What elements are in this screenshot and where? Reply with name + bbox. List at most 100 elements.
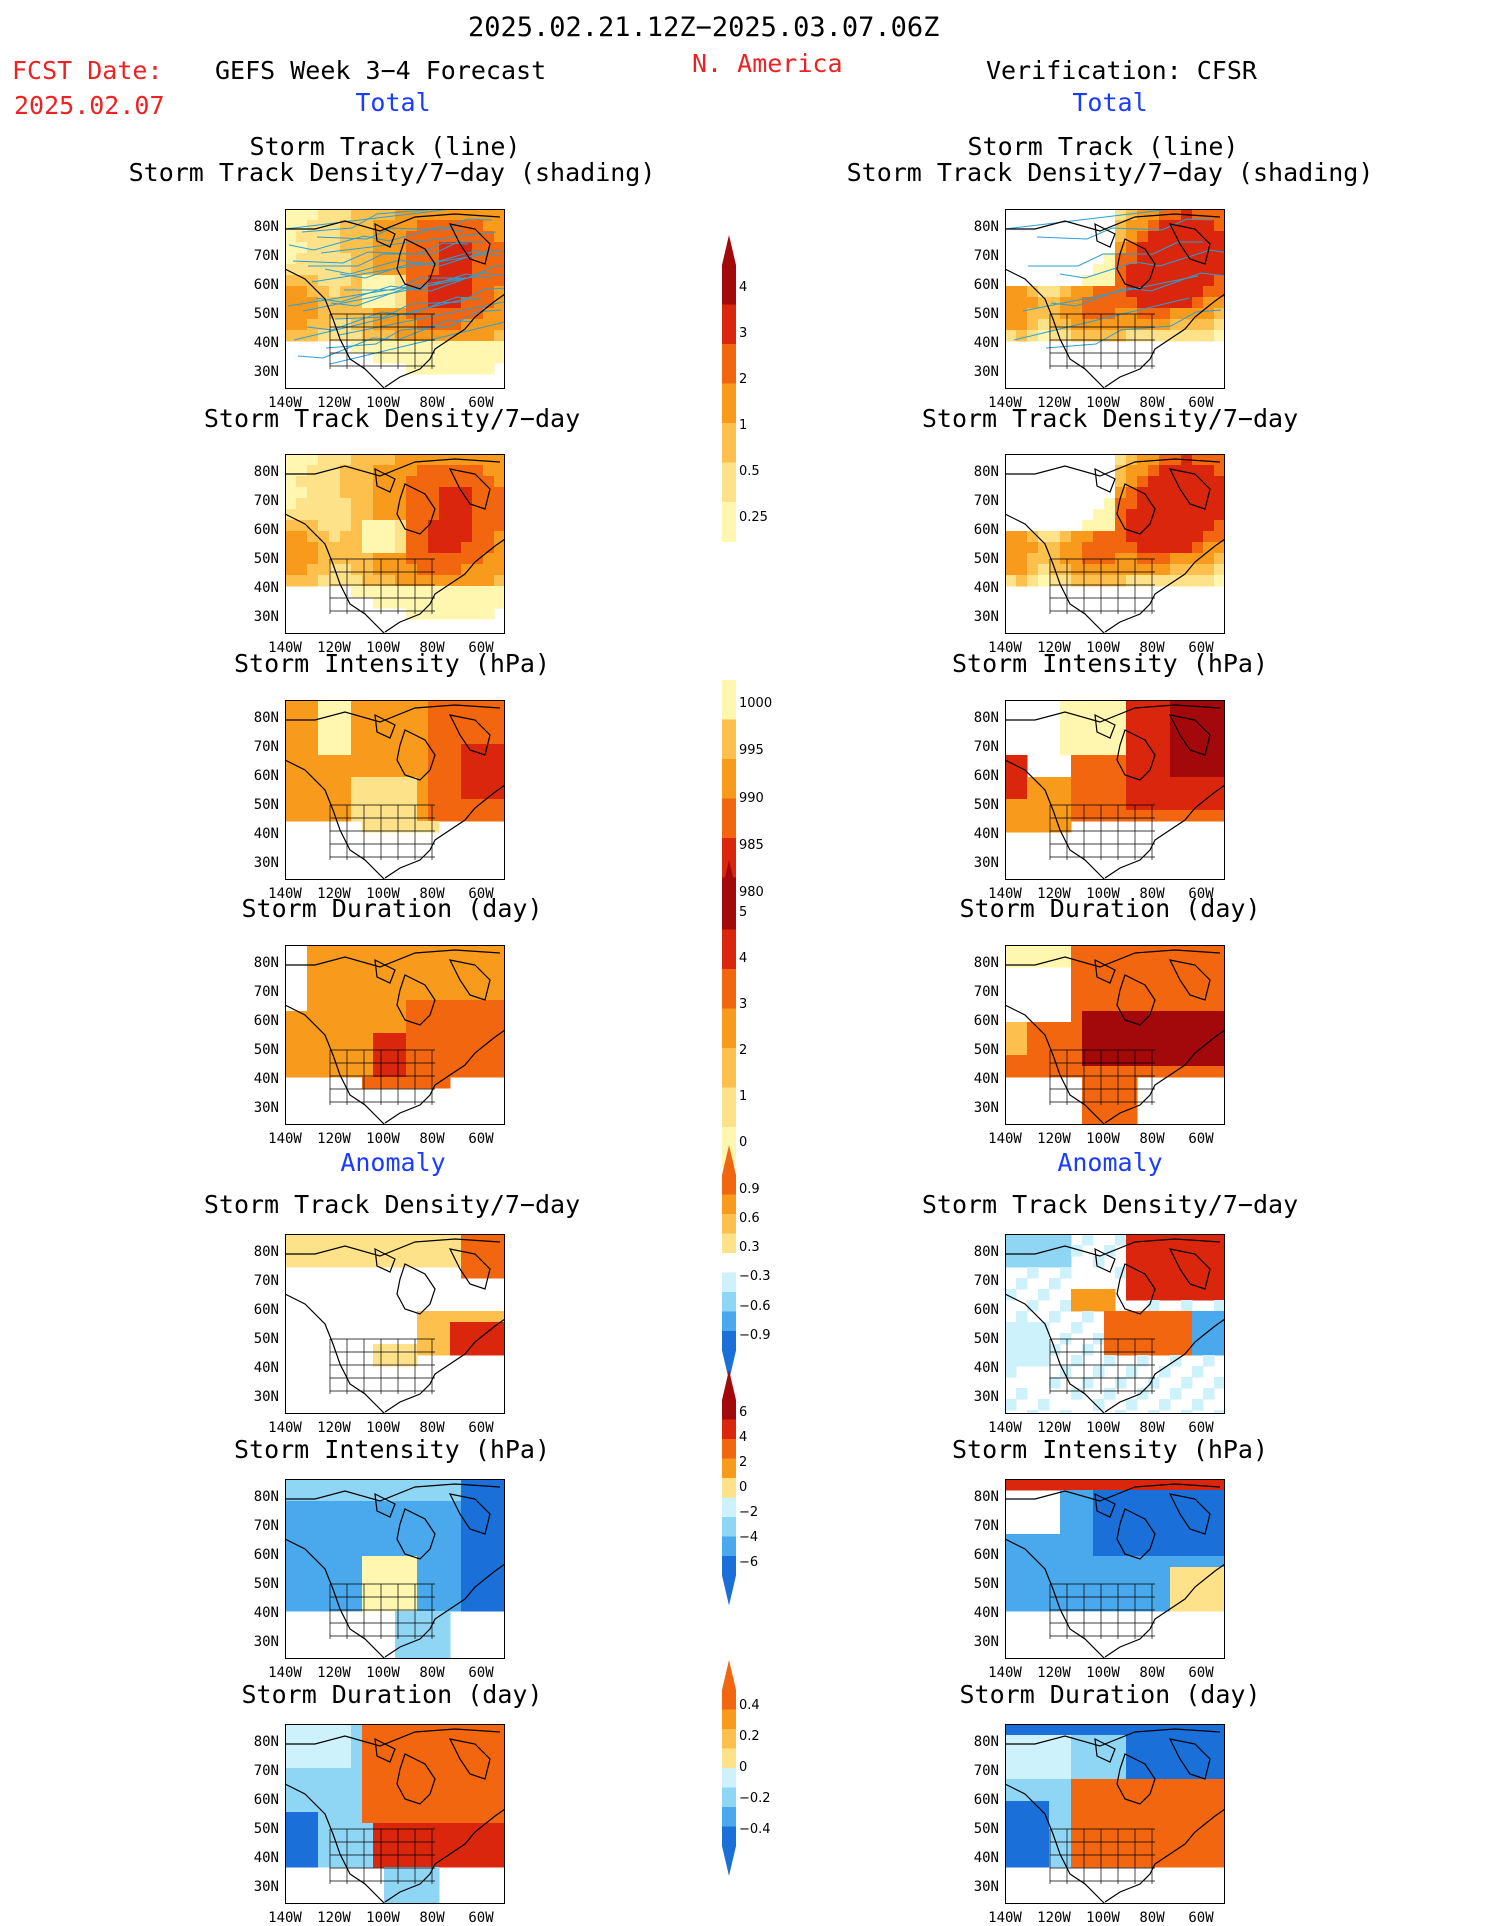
lon-tick-label: 80W: [1139, 1910, 1165, 1926]
state-borders: [1049, 313, 1155, 369]
lat-tick-label: 80N: [253, 710, 279, 726]
colorbar-label: 6: [739, 1404, 748, 1420]
storm-track-line: [1036, 218, 1213, 240]
left-intensity-map: [285, 700, 505, 880]
left-anom-intensity-map: [285, 1479, 505, 1659]
colorbar-swatch: [722, 1272, 736, 1293]
lat-tick-label: 70N: [253, 493, 279, 509]
right-anom-duration-map: [1005, 1724, 1225, 1904]
colorbar-swatch: [722, 1768, 736, 1788]
lon-tick-label: 140W: [268, 1420, 302, 1436]
lon-tick-label: 140W: [268, 1131, 302, 1147]
map-frame: [285, 1234, 505, 1414]
lon-tick-label: 100W: [366, 1665, 400, 1681]
colorbar-swatch: [722, 1048, 736, 1088]
colorbar-label: 4: [739, 280, 748, 296]
storm-track-line: [320, 231, 497, 254]
colorbar-label: 4: [739, 951, 748, 967]
colorbar-swatch: [722, 1690, 736, 1710]
state-borders: [1049, 1049, 1155, 1105]
colorbar-swatch: [722, 502, 736, 542]
right-anom-intensity-title: Storm Intensity (hPa): [951, 1435, 1269, 1464]
lat-tick-label: 80N: [973, 1244, 999, 1260]
right-track-shading-title: Storm Track Density/7−day (shading): [846, 158, 1374, 187]
storm-track-line: [316, 218, 493, 240]
lon-tick-label: 140W: [268, 886, 302, 902]
lat-tick-label: 40N: [253, 1360, 279, 1376]
lat-tick-label: 60N: [973, 1302, 999, 1318]
colorbar-swatch: [722, 838, 736, 878]
map-frame: [1005, 1234, 1225, 1414]
colorbar-swatch: [722, 1419, 736, 1440]
colorbar-label: 0: [739, 1479, 748, 1495]
state-borders: [1049, 1583, 1155, 1639]
lat-tick-label: 40N: [973, 335, 999, 351]
coastline: [285, 949, 505, 1125]
lat-tick-label: 80N: [253, 219, 279, 235]
state-borders: [329, 1049, 435, 1105]
lon-tick-label: 60W: [1188, 395, 1214, 411]
lat-tick-label: 30N: [973, 1634, 999, 1650]
colorbar-label: 985: [739, 837, 764, 853]
colorbar-swatch: [722, 1233, 736, 1254]
left-intensity-field: [285, 700, 505, 880]
storm-track-line: [285, 209, 456, 230]
lat-tick-label: 70N: [973, 984, 999, 1000]
right-duration-title: Storm Duration (day): [959, 894, 1261, 923]
lat-tick-label: 40N: [253, 1850, 279, 1866]
colorbar-swatch: [722, 680, 736, 720]
lat-tick-label: 30N: [253, 1634, 279, 1650]
storm-track-line: [301, 209, 430, 233]
lon-tick-label: 80W: [1139, 640, 1165, 656]
lat-tick-label: 60N: [253, 1792, 279, 1808]
lat-tick-label: 70N: [973, 739, 999, 755]
lat-tick-label: 60N: [973, 522, 999, 538]
state-borders: [1049, 558, 1155, 614]
lon-tick-label: 120W: [317, 1131, 351, 1147]
lat-tick-label: 40N: [973, 1605, 999, 1621]
lat-tick-label: 50N: [973, 551, 999, 567]
left-track-line-title: Storm Track (line): [249, 132, 521, 161]
lon-tick-label: 100W: [366, 1910, 400, 1926]
lon-tick-label: 120W: [1037, 886, 1071, 902]
colorbar-swatch: [722, 1536, 736, 1557]
colorbar-label: 1000: [739, 695, 773, 711]
lat-tick-label: 40N: [973, 1071, 999, 1087]
lat-tick-label: 70N: [973, 1273, 999, 1289]
colorbar-swatch: [722, 1331, 736, 1351]
lon-tick-label: 140W: [268, 1665, 302, 1681]
lat-tick-label: 30N: [973, 855, 999, 871]
lat-tick-label: 30N: [253, 364, 279, 380]
lat-tick-label: 40N: [253, 580, 279, 596]
lat-tick-label: 60N: [253, 1302, 279, 1318]
colorbar-label: −2: [739, 1504, 759, 1520]
colorbar-label: 4: [739, 1429, 748, 1445]
lat-tick-label: 70N: [973, 1763, 999, 1779]
lat-tick-label: 80N: [973, 710, 999, 726]
lat-tick-label: 60N: [253, 768, 279, 784]
colorbar-label: −0.9: [739, 1327, 771, 1343]
date-range-title: 2025.02.21.12Z−2025.03.07.06Z: [468, 12, 940, 43]
lat-tick-label: 40N: [973, 580, 999, 596]
lat-tick-label: 70N: [973, 248, 999, 264]
map-frame: [285, 454, 505, 634]
right-anom-duration-field: [1005, 1724, 1225, 1904]
colorbar-label: 995: [739, 743, 764, 759]
lon-tick-label: 60W: [468, 640, 494, 656]
storm-track-line: [324, 250, 501, 275]
colorbar-label: 2: [739, 1043, 748, 1059]
left-anom-intensity-field: [285, 1479, 505, 1659]
lon-tick-label: 60W: [1188, 886, 1214, 902]
colorbar-label: −6: [739, 1554, 759, 1570]
lat-tick-label: 50N: [253, 1331, 279, 1347]
colorbar-swatch: [722, 1311, 736, 1332]
lon-tick-label: 80W: [419, 1420, 445, 1436]
lat-tick-label: 70N: [253, 1763, 279, 1779]
lon-tick-label: 80W: [419, 1665, 445, 1681]
lon-tick-label: 60W: [1188, 1420, 1214, 1436]
lat-tick-label: 60N: [253, 522, 279, 538]
map-frame: [1005, 209, 1225, 389]
duration-total-colorbar: [712, 860, 752, 1201]
lon-tick-label: 140W: [988, 1131, 1022, 1147]
coastline: [1005, 213, 1225, 389]
